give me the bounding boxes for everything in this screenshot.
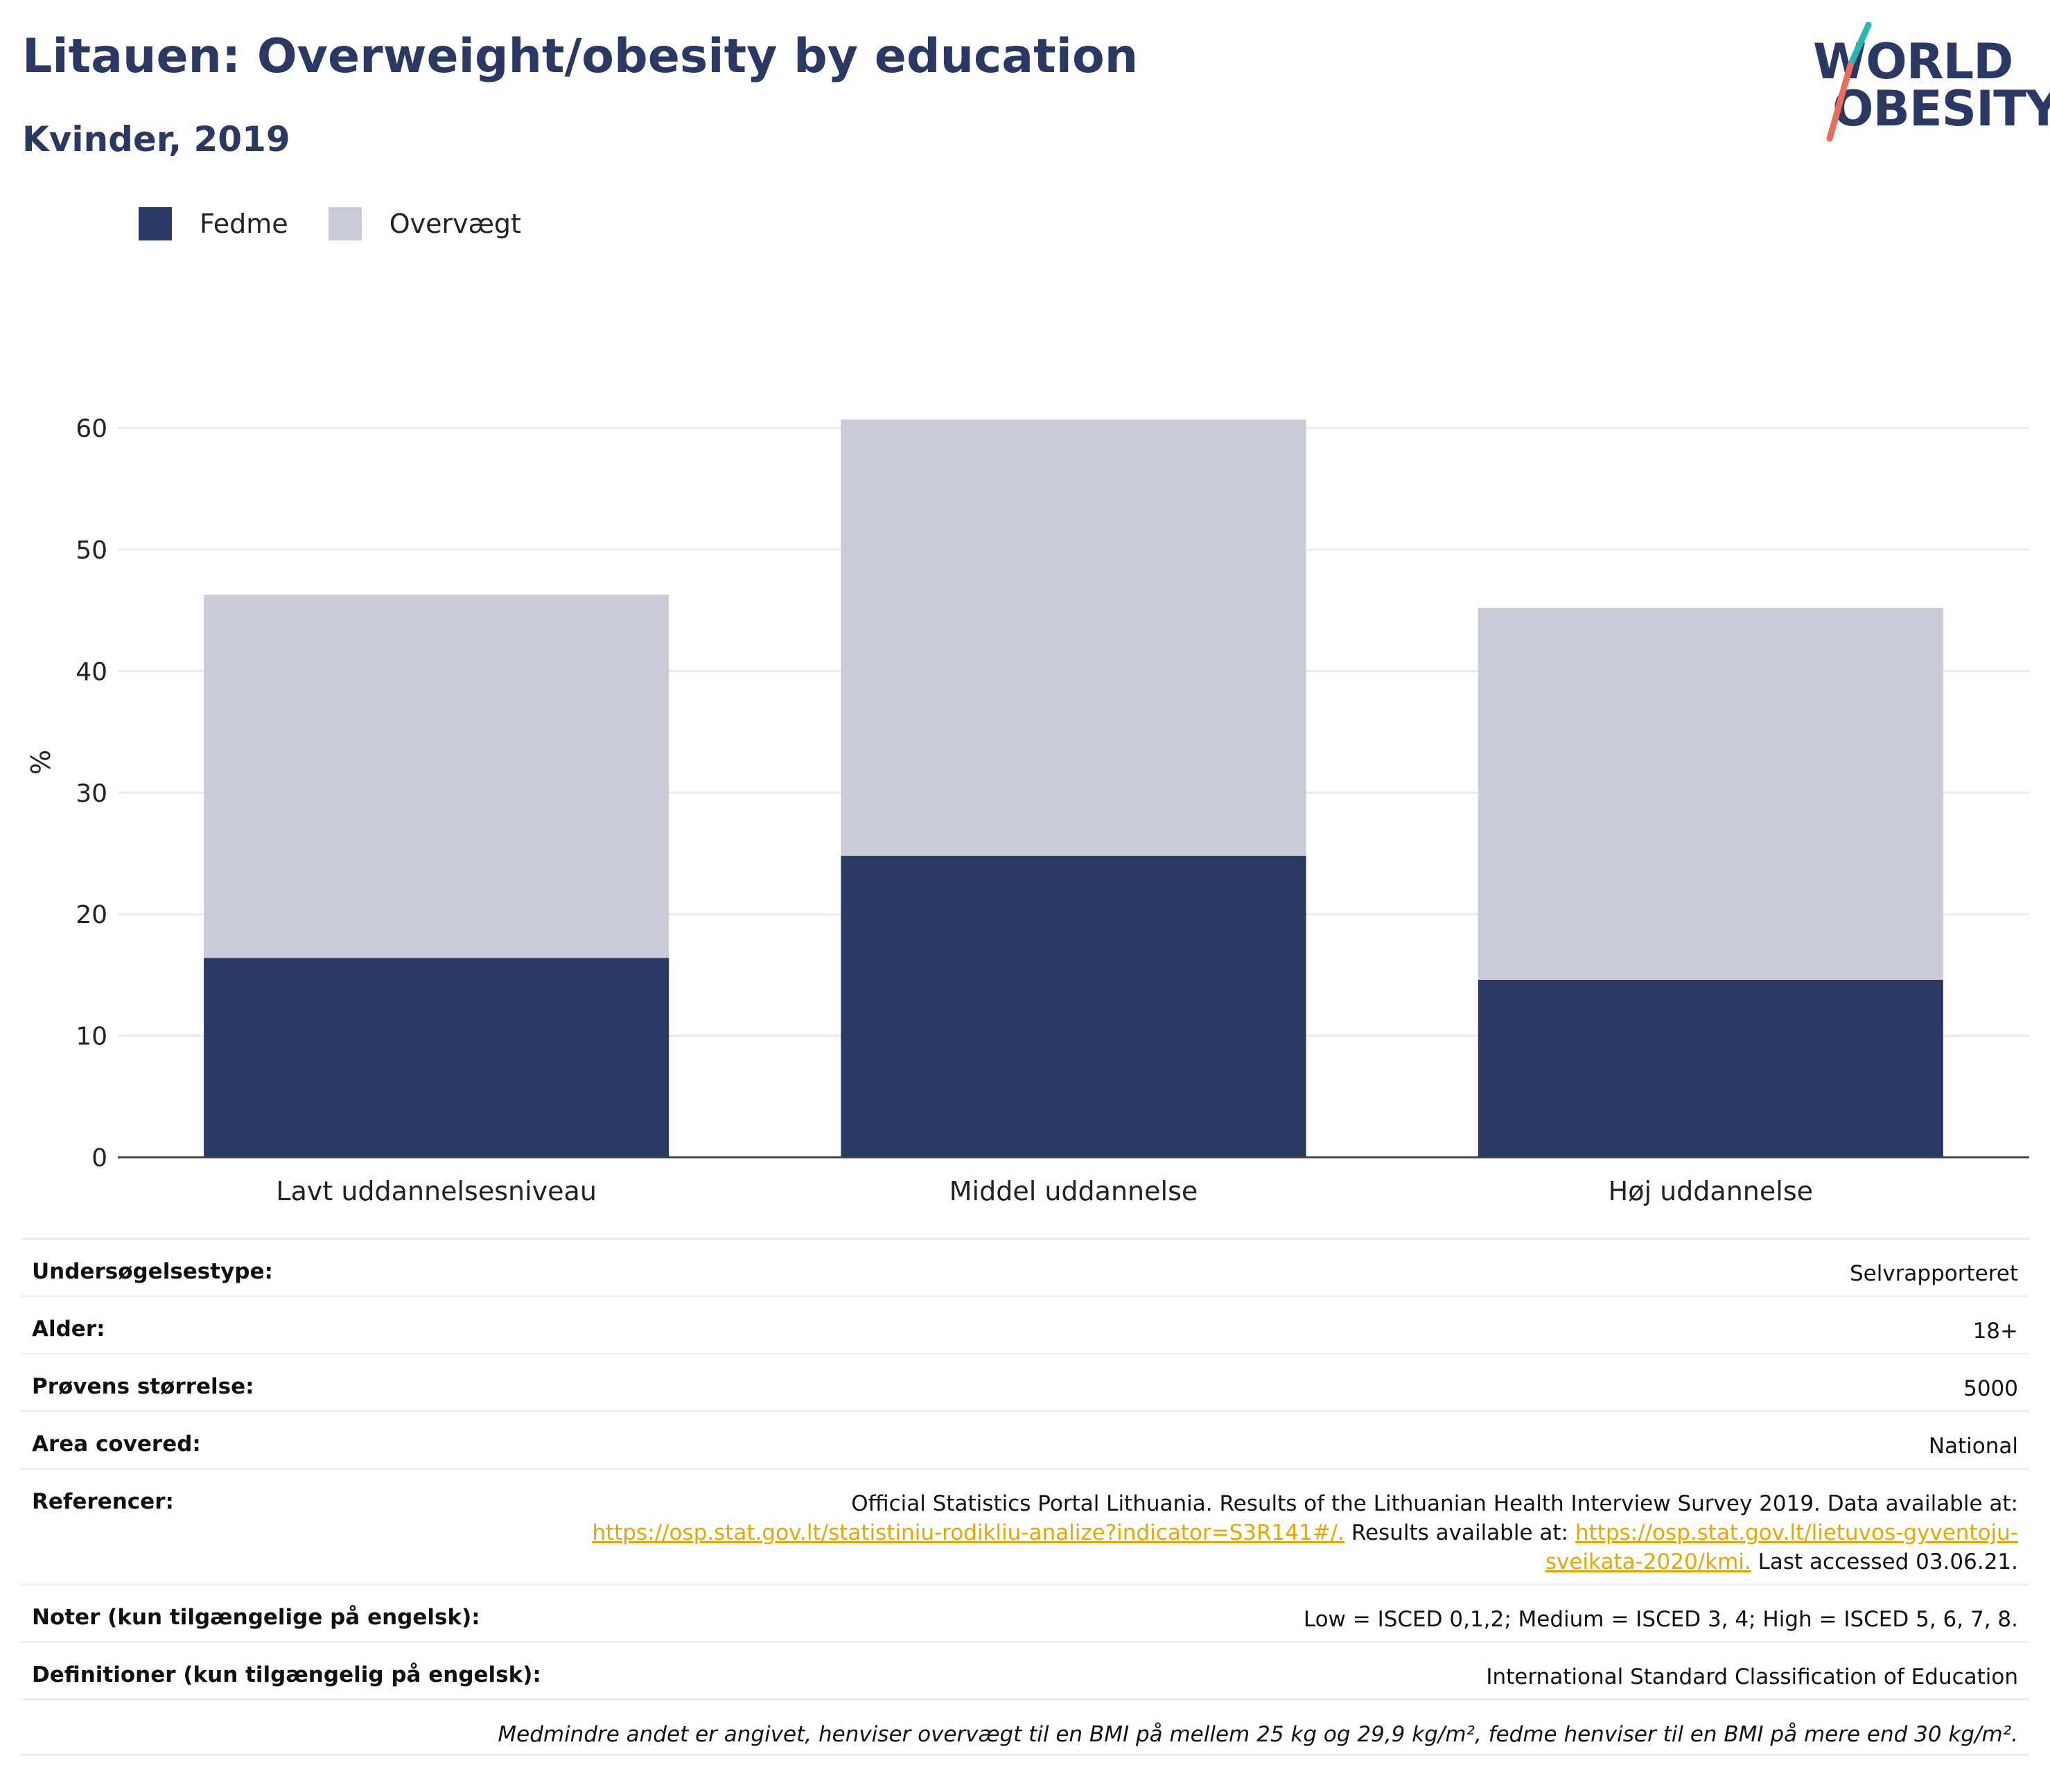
legend-label-fedme: Fedme: [200, 209, 288, 239]
info-label: Noter (kun tilgængelige på engelsk):: [32, 1605, 480, 1630]
info-row-references: Referencer: Official Statistics Portal L…: [21, 1468, 2029, 1583]
y-tick-label: 60: [76, 415, 107, 443]
bar-fedme-1[interactable]: [841, 856, 1306, 1157]
info-label: Area covered:: [32, 1432, 201, 1457]
x-tick-label: Lavt uddannelsesniveau: [276, 1176, 597, 1206]
reference-link-2a[interactable]: https://osp.stat.gov.lt/lietuvos-gyvento…: [1575, 1520, 2018, 1545]
info-label: Referencer:: [32, 1489, 174, 1514]
info-row-notes: Noter (kun tilgængelige på engelsk): Low…: [21, 1583, 2029, 1641]
chart-legend: Fedme Overvægt: [139, 207, 561, 241]
logo-line-2: OBESITY: [1832, 80, 2050, 137]
references-value: Official Statistics Portal Lithuania. Re…: [592, 1470, 2018, 1576]
legend-label-overvaegt: Overvægt: [389, 209, 521, 239]
y-tick-label: 30: [76, 780, 107, 808]
info-row-age: Alder: 18+: [21, 1295, 2029, 1353]
info-value: Selvrapporteret: [1849, 1261, 2018, 1286]
references-text-1: Official Statistics Portal Lithuania. Re…: [851, 1491, 2018, 1516]
references-text-3: Last accessed 03.06.21.: [1758, 1549, 2018, 1574]
bar-overvaegt-2[interactable]: [1478, 608, 1943, 980]
bar-fedme-2[interactable]: [1478, 979, 1943, 1157]
page-subtitle: Kvinder, 2019: [22, 119, 290, 159]
bar-overvaegt-0[interactable]: [204, 594, 669, 958]
x-tick-label: Middel uddannelse: [949, 1176, 1198, 1206]
info-row-survey-type: Undersøgelsestype: Selvrapporteret: [21, 1238, 2029, 1295]
info-value: 5000: [1963, 1376, 2018, 1401]
info-row-area: Area covered: National: [21, 1410, 2029, 1468]
y-tick-label: 0: [91, 1144, 107, 1172]
reference-link-2b[interactable]: sveikata-2020/kmi.: [1545, 1549, 1751, 1574]
info-value: Low = ISCED 0,1,2; Medium = ISCED 3, 4; …: [1303, 1607, 2018, 1632]
y-tick-label: 40: [76, 658, 107, 686]
info-row-footnote: Medmindre andet er angivet, henviser ove…: [21, 1698, 2029, 1756]
reference-link-1[interactable]: https://osp.stat.gov.lt/statistiniu-rodi…: [592, 1520, 1344, 1545]
y-tick-label: 50: [76, 536, 107, 565]
world-obesity-logo[interactable]: WORLD OBESITY: [1809, 21, 2050, 146]
info-table: Undersøgelsestype: Selvrapporteret Alder…: [21, 1238, 2029, 1756]
info-value: National: [1928, 1434, 2018, 1459]
legend-swatch-fedme: [139, 207, 172, 240]
footnote: Medmindre andet er angivet, henviser ove…: [498, 1722, 2018, 1747]
references-text-2: Results available at:: [1351, 1520, 1568, 1545]
y-axis-label: %: [26, 750, 56, 775]
info-label: Prøvens størrelse:: [32, 1374, 254, 1399]
y-tick-label: 10: [76, 1023, 107, 1051]
info-row-definitions: Definitioner (kun tilgængelig på engelsk…: [21, 1641, 2029, 1698]
info-label: Undersøgelsestype:: [32, 1259, 273, 1284]
info-label: Alder:: [32, 1317, 105, 1342]
info-row-sample-size: Prøvens størrelse: 5000: [21, 1353, 2029, 1410]
y-tick-label: 20: [76, 901, 107, 929]
x-tick-label: Høj uddannelse: [1609, 1176, 1813, 1206]
page-title: Litauen: Overweight/obesity by education: [22, 29, 1139, 84]
bar-fedme-0[interactable]: [204, 958, 669, 1157]
info-label: Definitioner (kun tilgængelig på engelsk…: [32, 1662, 541, 1687]
legend-item-fedme[interactable]: Fedme: [139, 207, 288, 240]
stacked-bar-chart: 0 10 20 30 40 50 60% Lavt uddannelsesniveau Midd…: [26, 415, 2029, 1206]
info-value: 18+: [1972, 1319, 2018, 1344]
legend-swatch-overvaegt: [328, 207, 362, 240]
bar-overvaegt-1[interactable]: [841, 419, 1306, 857]
legend-item-overvaegt[interactable]: Overvægt: [328, 207, 521, 240]
info-value: International Standard Classification of…: [1486, 1664, 2018, 1689]
logo-slash-icon: [1826, 21, 1872, 142]
